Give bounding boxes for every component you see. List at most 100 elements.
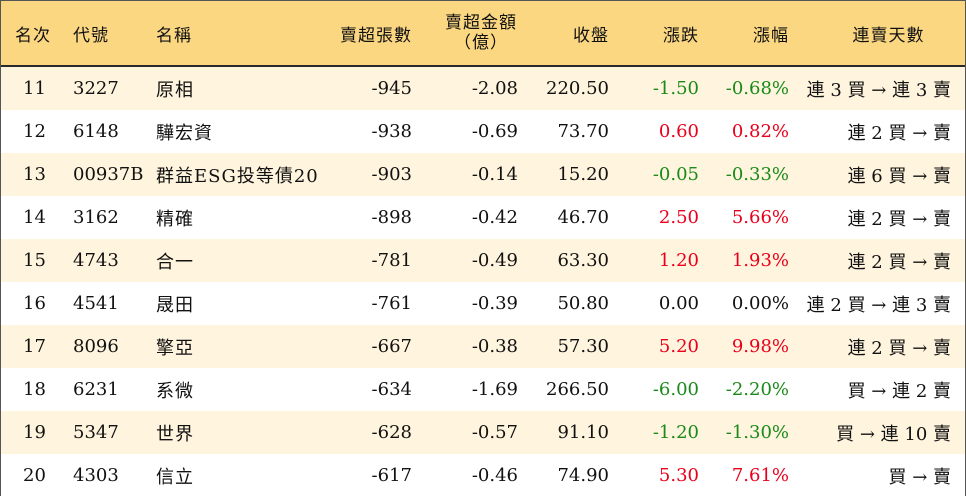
header-sell-amount: 賣超金額 （億） (418, 13, 524, 53)
table-row[interactable]: 12 6148 驊宏資 -938 -0.69 73.70 0.60 0.82% 連 2 買 → … (1, 110, 965, 153)
header-code: 代號 (73, 25, 109, 46)
cell-sell-lots: -667 (371, 336, 412, 357)
cell-sell-lots: -761 (371, 293, 412, 314)
cell-sell-lots: -628 (371, 422, 412, 443)
table-row[interactable]: 19 5347 世界 -628 -0.57 91.10 -1.20 -1.30% 買 → 連 1… (1, 411, 965, 454)
cell-sell-amount: -1.69 (471, 379, 518, 400)
cell-change-pct: -1.30% (725, 422, 789, 443)
cell-streak: 買 → 連 10 賣 (836, 423, 951, 445)
cell-rank: 19 (23, 422, 46, 443)
cell-close: 266.50 (546, 379, 609, 400)
cell-sell-lots: -617 (371, 465, 412, 486)
cell-streak: 買 → 賣 (888, 466, 951, 488)
cell-name: 信立 (156, 466, 194, 488)
cell-sell-amount: -0.14 (471, 164, 518, 185)
cell-change-pct: 5.66% (731, 207, 789, 228)
cell-change-pct: -0.33% (725, 164, 789, 185)
cell-change-pct: 7.61% (731, 465, 789, 486)
header-sell-amount-unit: （億） (454, 33, 508, 53)
cell-rank: 15 (23, 250, 46, 271)
header-streak: 連賣天數 (852, 25, 925, 46)
header-close: 收盤 (573, 25, 609, 46)
cell-close: 73.70 (557, 121, 609, 142)
cell-code: 3227 (73, 78, 119, 99)
table-header: 名次 代號 名稱 賣超張數 賣超金額 （億） 收盤 漲跌 漲幅 連賣天數 (1, 1, 965, 67)
table-row[interactable]: 18 6231 系微 -634 -1.69 266.50 -6.00 -2.20% 買 → 連 … (1, 368, 965, 411)
header-rank: 名次 (15, 25, 51, 46)
cell-sell-amount: -0.69 (471, 121, 518, 142)
cell-change: 5.20 (658, 336, 699, 357)
cell-name: 合一 (156, 251, 194, 273)
cell-change: -1.50 (652, 78, 699, 99)
cell-change: -6.00 (652, 379, 699, 400)
cell-rank: 14 (23, 207, 46, 228)
cell-change: 0.00 (658, 293, 699, 314)
cell-change-pct: 9.98% (731, 336, 789, 357)
cell-streak: 連 2 買 → 賣 (847, 208, 951, 230)
cell-code: 4303 (73, 465, 119, 486)
cell-change-pct: 0.82% (731, 121, 789, 142)
cell-sell-lots: -945 (371, 78, 412, 99)
cell-close: 63.30 (557, 250, 609, 271)
table-row[interactable]: 13 00937B 群益ESG投等債20 -903 -0.14 15.20 -0.05 -0.… (1, 153, 965, 196)
cell-change: -0.05 (652, 164, 699, 185)
table-row[interactable]: 17 8096 擎亞 -667 -0.38 57.30 5.20 9.98% 連 2 買 → 賣 (1, 325, 965, 368)
cell-code: 5347 (73, 422, 119, 443)
cell-code: 6231 (73, 379, 119, 400)
table-row[interactable]: 11 3227 原相 -945 -2.08 220.50 -1.50 -0.68% 連 3 買 … (1, 67, 965, 110)
cell-code: 8096 (73, 336, 119, 357)
cell-code: 4743 (73, 250, 119, 271)
cell-name: 精確 (156, 208, 194, 230)
header-sell-lots: 賣超張數 (340, 25, 412, 46)
cell-name: 擎亞 (156, 337, 194, 359)
cell-change-pct: 1.93% (731, 250, 789, 271)
header-name: 名稱 (156, 25, 192, 46)
cell-change-pct: -0.68% (725, 78, 789, 99)
cell-streak: 連 2 買 → 賣 (847, 122, 951, 144)
cell-name: 群益ESG投等債20 (156, 165, 319, 187)
table-row[interactable]: 14 3162 精確 -898 -0.42 46.70 2.50 5.66% 連 2 買 → 賣 (1, 196, 965, 239)
cell-streak: 連 2 買 → 連 3 賣 (806, 294, 951, 316)
cell-rank: 17 (23, 336, 46, 357)
cell-sell-amount: -0.38 (471, 336, 518, 357)
table-row[interactable]: 15 4743 合一 -781 -0.49 63.30 1.20 1.93% 連 2 買 → 賣 (1, 239, 965, 282)
cell-name: 系微 (156, 380, 194, 402)
cell-code: 4541 (73, 293, 119, 314)
header-change-pct: 漲幅 (753, 25, 789, 46)
cell-close: 91.10 (557, 422, 609, 443)
cell-sell-amount: -0.46 (471, 465, 518, 486)
cell-sell-amount: -0.57 (471, 422, 518, 443)
cell-sell-lots: -898 (371, 207, 412, 228)
table-row[interactable]: 16 4541 晟田 -761 -0.39 50.80 0.00 0.00% 連 2 買 → 連… (1, 282, 965, 325)
cell-streak: 連 6 買 → 賣 (847, 165, 951, 187)
cell-change-pct: -2.20% (725, 379, 789, 400)
table-row[interactable]: 20 4303 信立 -617 -0.46 74.90 5.30 7.61% 買 → 賣 (1, 454, 965, 497)
cell-sell-amount: -0.49 (471, 250, 518, 271)
cell-close: 220.50 (546, 78, 609, 99)
cell-rank: 16 (23, 293, 46, 314)
cell-change: 0.60 (658, 121, 699, 142)
cell-rank: 12 (23, 121, 46, 142)
header-sell-amount-line1: 賣超金額 (445, 13, 517, 33)
cell-close: 57.30 (557, 336, 609, 357)
cell-rank: 13 (23, 164, 46, 185)
cell-sell-lots: -938 (371, 121, 412, 142)
cell-streak: 連 3 買 → 連 3 賣 (806, 79, 951, 101)
cell-streak: 買 → 連 2 賣 (847, 380, 951, 402)
cell-sell-lots: -634 (371, 379, 412, 400)
cell-code: 00937B (73, 164, 144, 185)
cell-change: 1.20 (658, 250, 699, 271)
cell-rank: 20 (23, 465, 46, 486)
cell-sell-lots: -903 (371, 164, 412, 185)
cell-close: 74.90 (557, 465, 609, 486)
cell-name: 驊宏資 (156, 122, 213, 144)
cell-name: 晟田 (156, 294, 194, 316)
cell-code: 6148 (73, 121, 119, 142)
cell-name: 世界 (156, 423, 194, 445)
cell-sell-amount: -0.39 (471, 293, 518, 314)
cell-sell-lots: -781 (371, 250, 412, 271)
cell-code: 3162 (73, 207, 119, 228)
cell-name: 原相 (156, 79, 194, 101)
cell-sell-amount: -0.42 (471, 207, 518, 228)
